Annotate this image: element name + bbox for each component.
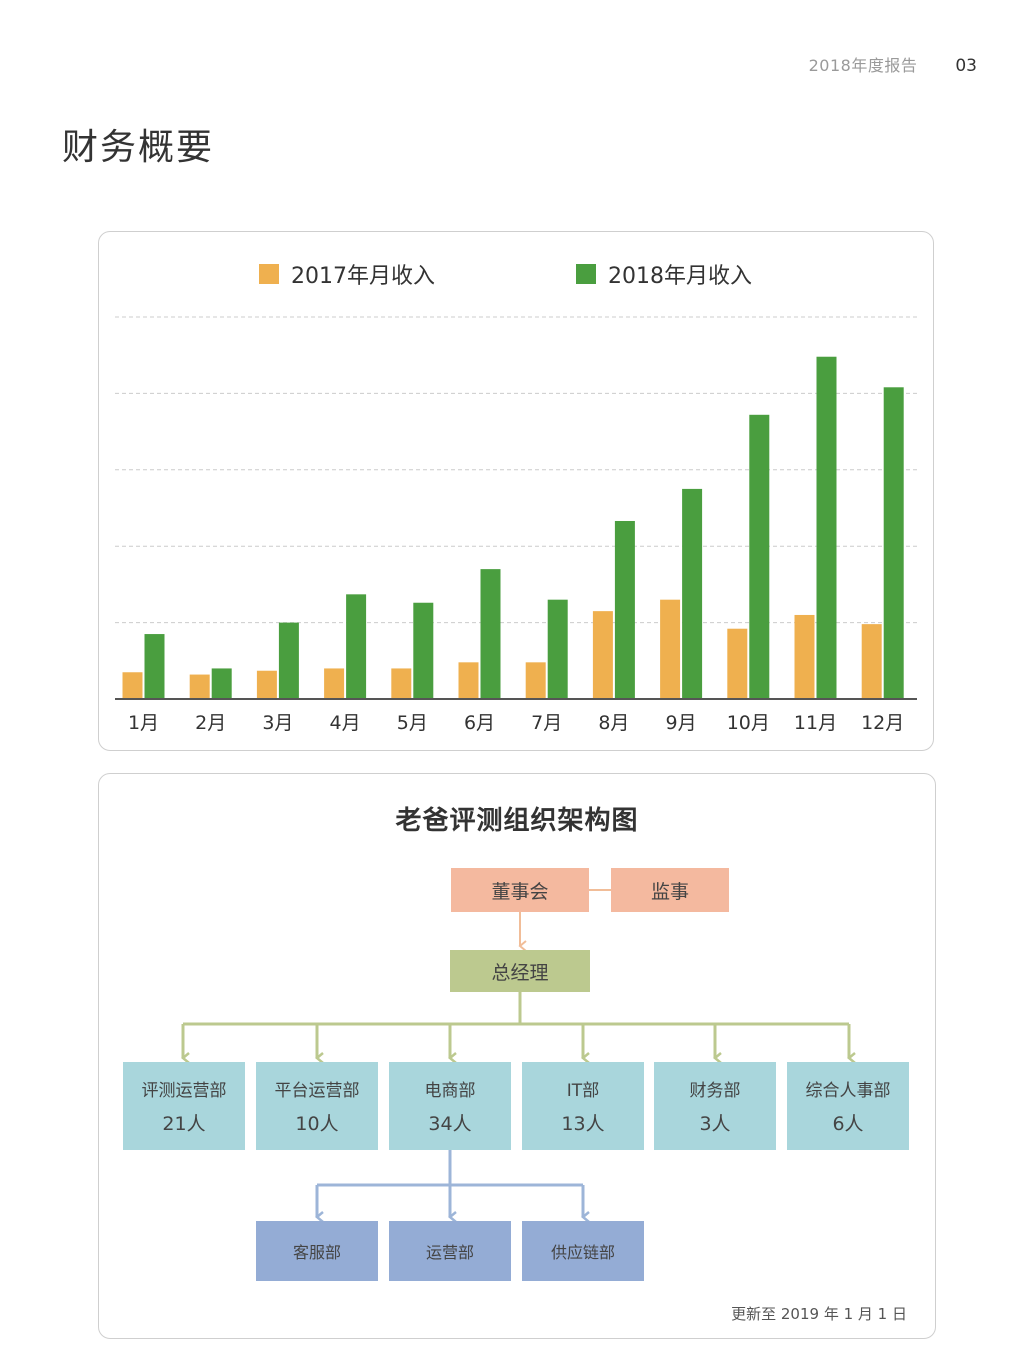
bar-chart: 1月 2月 3月 4月 5月 6月 7月 8月 9月 10月 11月 12月: [115, 316, 917, 734]
bar-2018: [614, 520, 635, 699]
org-chart-card: 老爸评测组织架构图 董事会 监事: [98, 773, 936, 1339]
x-tick-label: 1月: [128, 712, 159, 734]
revenue-chart-card: 2017年月收入 2018年月收入 1月 2月 3月 4月 5月 6月 7月 8月 9月 10月 1…: [98, 231, 934, 751]
bar-2017: [256, 670, 277, 699]
x-tick-label: 12月: [861, 712, 904, 734]
bar-2017: [727, 628, 748, 699]
bar-2017: [122, 672, 143, 699]
dept-headcount: 34人: [428, 1113, 472, 1135]
bar-2017: [794, 614, 815, 699]
page-number: 03: [955, 56, 977, 76]
org-chart-title: 老爸评测组织架构图: [395, 806, 639, 836]
gm-label: 总经理: [491, 961, 549, 984]
x-tick-label: 6月: [464, 712, 495, 734]
chart-legend: 2017年月收入 2018年月收入: [99, 258, 933, 292]
x-tick-label: 11月: [794, 712, 837, 734]
dept-name: 综合人事部: [805, 1081, 891, 1101]
bar-2017: [189, 674, 210, 699]
dept-node: 评测运营部 21人: [123, 1062, 245, 1150]
legend-swatch-2017: [259, 264, 279, 284]
x-tick-label: 3月: [262, 712, 293, 734]
dept-headcount: 13人: [561, 1113, 605, 1135]
bar-2018: [144, 634, 165, 699]
bar-2018: [480, 569, 501, 699]
bar-2017: [324, 668, 345, 699]
x-tick-label: 7月: [531, 712, 562, 734]
legend-label-2018: 2018年月收入: [608, 264, 752, 289]
org-connectors: [181, 889, 856, 1223]
bar-2018: [883, 387, 904, 699]
bar-2018: [682, 488, 703, 699]
legend-item-2018: 2018年月收入: [576, 258, 752, 290]
dept-name: IT部: [566, 1081, 600, 1101]
dept-node: 综合人事部 6人: [787, 1062, 909, 1150]
dept-node: 财务部 3人: [654, 1062, 776, 1150]
bar-2018: [749, 414, 770, 699]
bar-2018: [816, 356, 837, 699]
board-label: 董事会: [491, 880, 549, 903]
dept-name: 评测运营部: [141, 1081, 227, 1101]
page-title: 财务概要: [62, 127, 215, 168]
bar-2018: [346, 594, 367, 699]
subdept-node: 供应链部: [522, 1221, 644, 1281]
bar-2017: [525, 662, 546, 699]
bar-2017: [592, 611, 613, 699]
subdept-name: 客服部: [292, 1243, 341, 1262]
report-label: 2018年度报告: [808, 56, 918, 75]
dept-node: IT部 13人: [522, 1062, 644, 1150]
subdept-name: 运营部: [425, 1243, 474, 1262]
dept-headcount: 3人: [699, 1113, 731, 1135]
dept-name: 电商部: [424, 1081, 476, 1101]
bar-2018: [211, 668, 232, 699]
update-note: 更新至 2019 年 1 月 1 日: [731, 1305, 907, 1323]
dept-node: 平台运营部 10人: [256, 1062, 378, 1150]
x-tick-label: 5月: [397, 712, 428, 734]
bar-2018: [278, 622, 299, 699]
bar-2018: [413, 602, 434, 699]
bar-2017: [861, 624, 882, 699]
subdept-node: 运营部: [389, 1221, 511, 1281]
page-header: 2018年度报告 03: [809, 52, 977, 76]
dept-headcount: 6人: [832, 1113, 864, 1135]
dept-name: 平台运营部: [274, 1081, 360, 1101]
subdept-name: 供应链部: [550, 1243, 615, 1262]
x-tick-label: 8月: [598, 712, 629, 734]
gm-node: 总经理: [450, 950, 590, 992]
dept-name: 财务部: [689, 1081, 741, 1101]
x-tick-label: 2月: [195, 712, 226, 734]
legend-label-2017: 2017年月收入: [291, 264, 435, 289]
dept-node: 电商部 34人: [389, 1062, 511, 1150]
board-node: 董事会: [451, 868, 589, 912]
subdept-node: 客服部: [256, 1221, 378, 1281]
bar-2018: [547, 599, 568, 699]
bar-2017: [458, 662, 479, 699]
bar-2017: [660, 599, 681, 699]
legend-swatch-2018: [576, 264, 596, 284]
x-tick-label: 9月: [666, 712, 697, 734]
dept-headcount: 10人: [295, 1113, 339, 1135]
legend-item-2017: 2017年月收入: [259, 258, 435, 290]
supervisor-node: 监事: [611, 868, 729, 912]
dept-headcount: 21人: [162, 1113, 206, 1135]
supervisor-label: 监事: [650, 880, 689, 903]
x-tick-label: 10月: [727, 712, 770, 734]
bar-2017: [391, 668, 412, 699]
x-tick-label: 4月: [330, 712, 361, 734]
